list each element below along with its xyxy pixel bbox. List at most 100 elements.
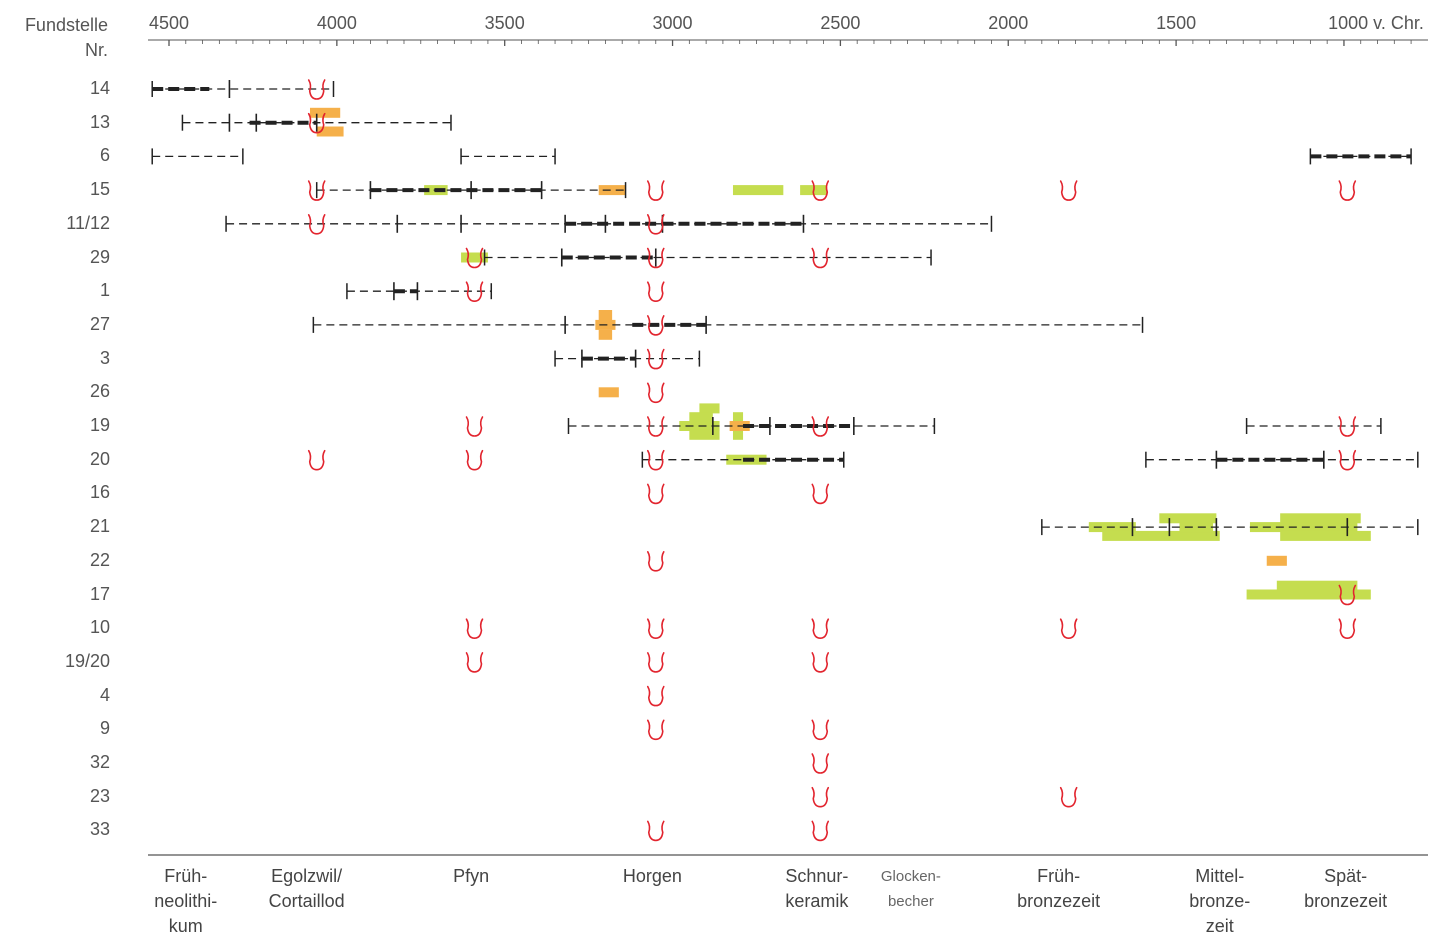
pottery-vessel-icon bbox=[646, 315, 665, 336]
site-number-label: 29 bbox=[89, 246, 110, 267]
site-number-label: 21 bbox=[89, 516, 110, 537]
dating-bar bbox=[689, 429, 720, 440]
period-label: Früh- neolithi- kum bbox=[154, 866, 218, 936]
pottery-vessel-icon bbox=[1338, 180, 1357, 201]
pottery-vessel-icon bbox=[646, 382, 665, 404]
axis-tick-label: 2500 bbox=[820, 13, 861, 33]
dating-bar bbox=[1280, 530, 1371, 541]
site-number-label: 20 bbox=[89, 448, 110, 469]
pottery-vessel-icon bbox=[1059, 786, 1078, 808]
period-label: Früh- bronzezeit bbox=[1017, 866, 1101, 911]
period-label: Schnur- keramik bbox=[785, 866, 849, 911]
pottery-vessel-icon bbox=[811, 753, 830, 774]
dating-bar bbox=[1246, 589, 1371, 600]
pottery-vessel-icon bbox=[811, 786, 830, 808]
header-site-label: Fundstelle bbox=[24, 15, 108, 35]
pottery-vessel-icon bbox=[646, 247, 665, 269]
dating-bar bbox=[732, 429, 744, 440]
pottery-vessel-icon bbox=[465, 416, 484, 437]
pottery-vessel-icon bbox=[1338, 416, 1357, 437]
site-number-label: 33 bbox=[89, 819, 110, 840]
site-number-label: 4 bbox=[99, 684, 110, 705]
axis-tick-label: 1000 v. Chr. bbox=[1328, 13, 1424, 33]
site-number-label: 17 bbox=[89, 583, 110, 604]
pottery-vessel-icon bbox=[811, 820, 830, 842]
pottery-vessel-icon bbox=[465, 652, 484, 673]
pottery-vessel-icon bbox=[646, 820, 665, 842]
axis-tick-label: 4500 bbox=[148, 13, 190, 33]
pottery-vessel-icon bbox=[646, 416, 665, 437]
period-label: Horgen bbox=[622, 866, 682, 886]
dating-bar bbox=[598, 329, 613, 340]
dating-bar bbox=[598, 310, 613, 320]
pottery-vessel-icon bbox=[811, 652, 830, 673]
site-number-label: 6 bbox=[99, 145, 110, 166]
period-label: Pfyn bbox=[453, 866, 490, 886]
site-number-label: 23 bbox=[89, 785, 110, 806]
pottery-vessel-icon bbox=[1059, 618, 1078, 640]
dating-bar bbox=[1102, 530, 1220, 541]
dating-bar bbox=[732, 412, 744, 423]
pottery-vessel-icon bbox=[646, 551, 665, 572]
site-number-label: 3 bbox=[99, 347, 110, 368]
axis-tick-label: 1500 bbox=[1156, 13, 1197, 33]
pottery-vessel-icon bbox=[646, 180, 665, 201]
pottery-vessel-icon bbox=[307, 180, 326, 201]
pottery-vessel-icon bbox=[811, 180, 830, 201]
dating-bar bbox=[316, 126, 344, 137]
site-number-label: 11/12 bbox=[66, 212, 110, 233]
dating-bar bbox=[461, 252, 488, 263]
site-number-label: 22 bbox=[89, 549, 110, 570]
site-number-label: 19 bbox=[89, 415, 110, 435]
dating-bar bbox=[309, 107, 341, 118]
site-number-label: 27 bbox=[89, 313, 110, 334]
site-number-label: 19/20 bbox=[64, 650, 110, 671]
period-label: Egolzwil/ Cortaillod bbox=[268, 866, 345, 911]
dating-bar bbox=[699, 403, 720, 414]
pottery-vessel-icon bbox=[646, 483, 665, 505]
dating-bar bbox=[689, 412, 713, 423]
site-number-label: 1 bbox=[99, 280, 110, 301]
pottery-vessel-icon bbox=[811, 416, 830, 437]
pottery-vessel-icon bbox=[811, 719, 830, 741]
site-number-label: 15 bbox=[89, 179, 110, 200]
pottery-vessel-icon bbox=[811, 618, 830, 640]
pottery-vessel-icon bbox=[1338, 449, 1357, 471]
dating-bar bbox=[1266, 555, 1287, 566]
pottery-vessel-icon bbox=[307, 112, 326, 134]
pottery-vessel-icon bbox=[646, 719, 665, 741]
period-label: Mittel- bronze- zeit bbox=[1189, 866, 1251, 936]
pottery-vessel-icon bbox=[646, 652, 665, 673]
site-number-label: 9 bbox=[99, 718, 110, 739]
header-nr-label: Nr. bbox=[84, 40, 108, 60]
dating-bar bbox=[1276, 580, 1358, 591]
pottery-vessel-icon bbox=[307, 79, 326, 100]
pottery-vessel-icon bbox=[646, 685, 665, 707]
pottery-vessel-icon bbox=[1338, 618, 1357, 640]
dating-bar bbox=[1159, 513, 1217, 524]
dating-bar bbox=[598, 387, 619, 398]
pottery-vessel-icon bbox=[465, 281, 484, 303]
pottery-vessel-icon bbox=[646, 618, 665, 640]
dating-bar bbox=[732, 185, 784, 196]
pottery-vessel-icon bbox=[811, 483, 830, 505]
pottery-vessel-icon bbox=[1338, 584, 1357, 606]
axis-tick-label: 3500 bbox=[484, 13, 525, 33]
dating-bar bbox=[1179, 522, 1214, 533]
pottery-vessel-icon bbox=[465, 618, 484, 640]
site-number-label: 13 bbox=[89, 111, 110, 132]
pottery-vessel-icon bbox=[307, 214, 326, 235]
pottery-vessel-icon bbox=[646, 214, 665, 235]
pottery-vessel-icon bbox=[646, 449, 665, 471]
pottery-vessel-icon bbox=[1059, 180, 1078, 201]
axis-tick-label: 2000 bbox=[988, 13, 1029, 33]
period-label: Spät- bronzezeit bbox=[1304, 866, 1388, 911]
site-number-label: 10 bbox=[89, 617, 110, 638]
pottery-vessel-icon bbox=[307, 449, 326, 471]
pottery-vessel-icon bbox=[811, 247, 830, 269]
period-label: Glocken- becher bbox=[880, 868, 941, 910]
pottery-vessel-icon bbox=[646, 348, 665, 370]
dating-bar bbox=[1280, 513, 1361, 524]
axis-tick-label: 4000 bbox=[316, 13, 357, 33]
axis-tick-label: 3000 bbox=[652, 13, 693, 33]
